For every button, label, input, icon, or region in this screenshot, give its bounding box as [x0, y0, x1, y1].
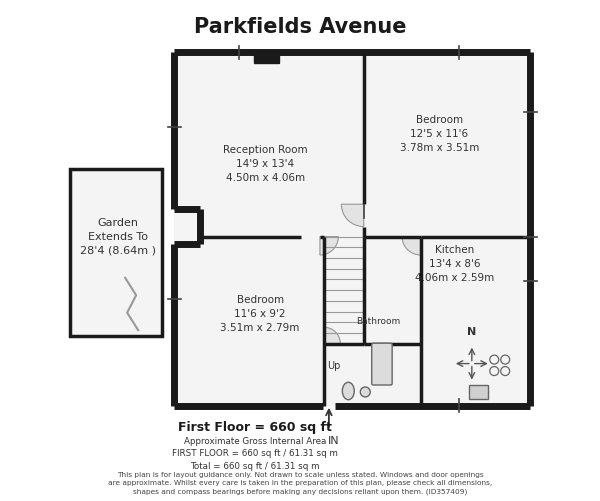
Text: Parkfields Avenue: Parkfields Avenue	[194, 18, 406, 38]
Text: N: N	[467, 327, 476, 337]
Wedge shape	[341, 204, 364, 226]
Text: Reception Room
14'9 x 13'4
4.50m x 4.06m: Reception Room 14'9 x 13'4 4.50m x 4.06m	[223, 145, 307, 183]
Wedge shape	[320, 236, 338, 255]
Bar	[254, 52, 279, 63]
Bar	[469, 385, 488, 399]
Text: Up: Up	[326, 361, 340, 371]
Wedge shape	[402, 236, 421, 255]
Ellipse shape	[343, 382, 354, 400]
Bar	[175, 52, 530, 406]
Text: Approximate Gross Internal Area
FIRST FLOOR = 660 sq ft / 61.31 sq m
Total = 660: Approximate Gross Internal Area FIRST FL…	[172, 437, 338, 470]
Text: Kitchen
13'4 x 8'6
4.06m x 2.59m: Kitchen 13'4 x 8'6 4.06m x 2.59m	[415, 245, 494, 283]
FancyBboxPatch shape	[372, 343, 392, 385]
Text: Garden
Extends To
28'4 (8.64m ): Garden Extends To 28'4 (8.64m )	[80, 217, 156, 256]
Text: First Floor = 660 sq ft: First Floor = 660 sq ft	[178, 421, 332, 434]
Text: This plan is for layout guidance only. Not drawn to scale unless stated. Windows: This plan is for layout guidance only. N…	[108, 472, 492, 495]
Text: IN: IN	[328, 436, 339, 446]
Wedge shape	[324, 327, 340, 344]
Bar	[70, 169, 162, 336]
Text: Bedroom
12'5 x 11'6
3.78m x 3.51m: Bedroom 12'5 x 11'6 3.78m x 3.51m	[400, 115, 479, 153]
Text: Bathroom: Bathroom	[356, 317, 400, 326]
Ellipse shape	[360, 387, 370, 397]
Text: Bedroom
11'6 x 9'2
3.51m x 2.79m: Bedroom 11'6 x 9'2 3.51m x 2.79m	[220, 295, 300, 333]
